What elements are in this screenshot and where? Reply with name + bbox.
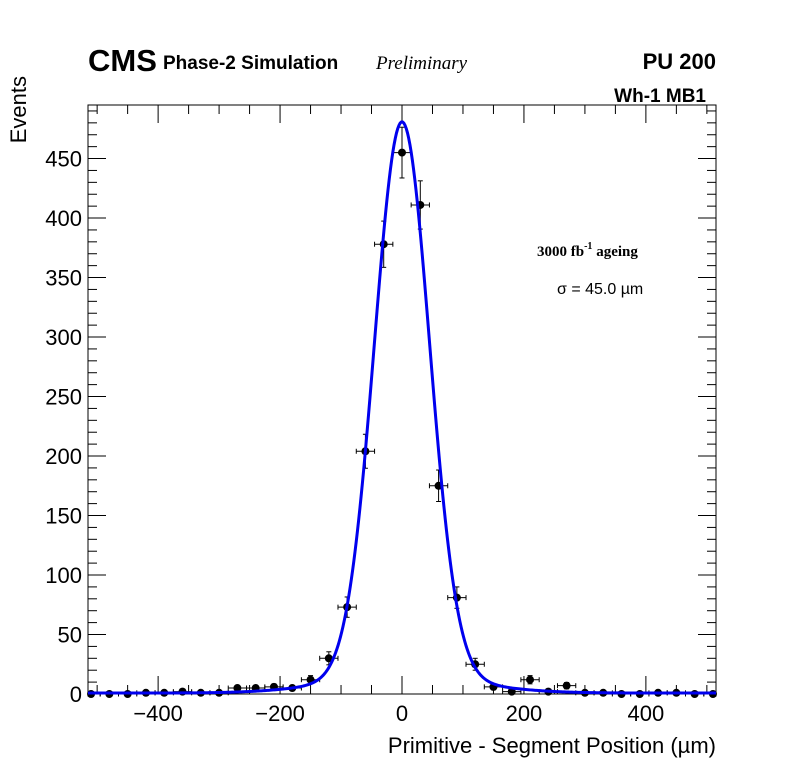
ageing-label: 3000 fb-1 ageing: [537, 241, 638, 260]
x-tick-label: −200: [255, 701, 305, 726]
region-label: Wh-1 MB1: [614, 86, 706, 107]
data-point: [428, 469, 449, 503]
ageing-superscript: -1: [584, 241, 592, 252]
gaussian-fit-curve: [88, 120, 716, 695]
preliminary-label: Preliminary: [375, 53, 468, 74]
data-marker: [233, 684, 242, 693]
x-tick-label: 400: [628, 701, 665, 726]
fit-curve-layer: [88, 120, 716, 695]
y-axis-title: Events: [6, 76, 31, 143]
y-tick-label: 100: [45, 563, 82, 588]
pileup-label: PU 200: [643, 49, 716, 74]
x-tick-label: −400: [133, 701, 183, 726]
data-point: [319, 651, 339, 666]
data-marker: [324, 654, 333, 663]
data-point: [520, 675, 540, 685]
y-tick-label: 50: [58, 623, 82, 648]
y-tick-label: 250: [45, 385, 82, 410]
data-point: [392, 126, 412, 179]
x-axis-title: Primitive - Segment Position (µm): [388, 733, 716, 758]
data-marker: [562, 681, 571, 690]
cms-logo-text: CMS: [88, 43, 157, 78]
x-tick-label: 200: [506, 701, 543, 726]
sigma-label: σ = 45.0 µm: [557, 281, 643, 298]
y-tick-label: 200: [45, 444, 82, 469]
data-points-layer: [87, 126, 717, 698]
plot-frame: [87, 104, 717, 695]
x-tick-label: 0: [396, 701, 408, 726]
y-tick-label: 450: [45, 147, 82, 172]
ageing-suffix: ageing: [592, 244, 638, 260]
y-tick-label: 150: [45, 504, 82, 529]
axis-ticks: −400 −200 0 200 400 0 50 100 150 200 250 300 350 400 4…: [45, 105, 716, 726]
y-tick-label: 300: [45, 325, 82, 350]
y-tick-label: 350: [45, 266, 82, 291]
ageing-prefix: 3000 fb: [537, 244, 584, 260]
data-marker: [526, 675, 535, 684]
y-tick-label: 0: [70, 682, 82, 707]
y-tick-label: 400: [45, 206, 82, 231]
data-point: [556, 681, 577, 690]
data-marker: [398, 148, 406, 157]
simulation-label: Phase-2 Simulation: [163, 53, 338, 74]
